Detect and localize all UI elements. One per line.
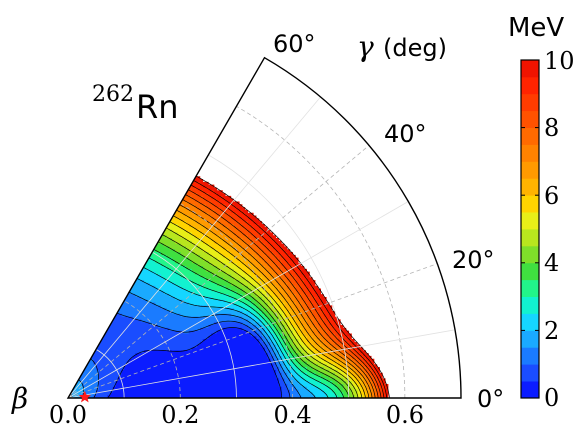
minimum-star-marker	[78, 390, 91, 403]
gamma-tick-label: 20°	[452, 246, 495, 274]
colorbar-band	[521, 144, 539, 162]
colorbar: MeV 0 2 4 6 8 10	[508, 13, 575, 412]
colorbar-band	[521, 76, 539, 95]
colorbar-band	[521, 178, 539, 196]
colorbar-band	[521, 93, 539, 112]
gamma-axis-symbol: γ	[357, 30, 374, 63]
colorbar-band	[521, 229, 539, 247]
nucleus-symbol: Rn	[136, 88, 179, 126]
colorbar-tick-label: 6	[544, 182, 559, 210]
gamma-tick-label: 60°	[273, 30, 316, 58]
nucleus-mass-number: 262	[92, 82, 134, 107]
beta-tick-label: 0.6	[386, 401, 424, 429]
colorbar-tick-label: 0	[544, 384, 559, 412]
colorbar-band	[521, 212, 539, 230]
colorbar-band	[521, 161, 539, 179]
colorbar-band	[521, 60, 539, 78]
colorbar-tick-label: 4	[544, 249, 559, 277]
colorbar-tick-label: 10	[544, 47, 575, 75]
colorbar-band	[521, 262, 539, 281]
gamma-grid-line	[67, 145, 370, 399]
gamma-minor-grid-line	[67, 201, 409, 399]
beta-axis-symbol: β	[11, 382, 28, 415]
energy-contour-band	[68, 282, 291, 398]
beta-tick-label: 0.0	[49, 401, 87, 429]
beta-grid-arc	[180, 203, 293, 399]
colorbar-band	[521, 195, 539, 213]
colorbar-band	[521, 347, 539, 365]
sector-frame	[66, 56, 462, 399]
colorbar-frame	[520, 59, 540, 399]
beta-tick-label: 0.4	[274, 401, 312, 429]
energy-surface	[68, 134, 390, 398]
gamma-minor-grid-line	[67, 329, 456, 399]
colorbar-unit-label: MeV	[508, 13, 564, 43]
colorbar-band	[521, 296, 539, 314]
gamma-axis-unit: (deg)	[383, 34, 447, 62]
gamma-minor-grid-line	[67, 96, 321, 399]
colorbar-band	[521, 364, 539, 382]
colorbar-band	[521, 381, 539, 399]
colorbar-band	[521, 110, 539, 128]
colorbar-band	[521, 313, 539, 331]
colorbar-band	[521, 279, 539, 297]
colorbar-band	[521, 330, 539, 348]
gamma-grid-line	[67, 263, 438, 399]
energy-contour-band	[107, 327, 282, 398]
colorbar-band	[521, 127, 539, 145]
beta-tick-label: 0.2	[161, 401, 199, 429]
colorbar-band	[521, 245, 539, 264]
polar-grid	[67, 96, 456, 399]
contour-line	[107, 327, 282, 398]
colorbar-tick-label: 8	[544, 114, 559, 142]
gamma-tick-label: 40°	[384, 120, 427, 148]
sector-outline	[66, 56, 462, 399]
colorbar-tick-label: 2	[544, 317, 559, 345]
gamma-tick-label: 0°	[477, 385, 504, 413]
